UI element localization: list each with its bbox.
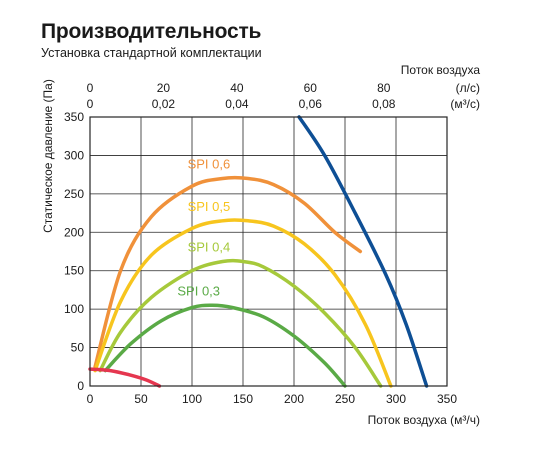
chart-subtitle: Установка стандартной комплектации <box>41 46 262 60</box>
top-axis-unit-ls: (л/с) <box>456 81 480 95</box>
grid <box>89 116 448 387</box>
series-label: SPI 0,6 <box>188 156 231 171</box>
y-tick-label: 250 <box>64 187 84 201</box>
y-tick-label: 0 <box>77 379 84 393</box>
y-tick-label: 50 <box>71 341 85 355</box>
series-line-spi-0-3 <box>103 303 347 388</box>
x-tick-label: 150 <box>233 392 253 406</box>
y-tick-label: 100 <box>64 302 84 316</box>
series-line-curve <box>88 367 162 388</box>
top-tick-label-m3s: 0,06 <box>299 97 323 111</box>
top-axis-title: Поток воздуха <box>401 63 481 77</box>
x-tick-label: 100 <box>182 392 202 406</box>
y-tick-label: 300 <box>64 148 84 162</box>
x-tick-label: 250 <box>335 392 355 406</box>
chart-title: Производительность <box>41 20 262 43</box>
y-tick-label: 200 <box>64 225 84 239</box>
y-tick-label: 350 <box>64 110 84 124</box>
y-axis-title: Статическое давление (Па) <box>41 79 55 233</box>
x-tick-label: 50 <box>134 392 148 406</box>
series-layer <box>88 115 429 388</box>
x-tick-label: 300 <box>386 392 406 406</box>
plot-frame <box>89 116 448 387</box>
top-tick-label-ls: 40 <box>230 81 244 95</box>
series-label: SPI 0,5 <box>188 199 231 214</box>
series-line-spi-0-5 <box>93 218 393 388</box>
x-tick-label: 200 <box>284 392 304 406</box>
series-line-spi-0-6 <box>93 175 363 369</box>
axes <box>89 116 448 387</box>
x-tick-label: 350 <box>437 392 457 406</box>
x-axis-title: Поток воздуха (м³/ч) <box>368 413 480 427</box>
top-tick-label-m3s: 0 <box>87 97 94 111</box>
top-tick-label-ls: 20 <box>157 81 171 95</box>
top-tick-label-ls: 0 <box>87 81 94 95</box>
top-tick-label-m3s: 0,04 <box>225 97 249 111</box>
x-tick-label: 0 <box>87 392 94 406</box>
series-line-curve <box>297 115 429 388</box>
y-tick-label: 150 <box>64 264 84 278</box>
top-axis-unit-m3s: (м³/с) <box>450 97 480 111</box>
labels: 0 50 100 150 200 250 300 3500501001502002503003… <box>41 63 480 427</box>
top-tick-label-ls: 60 <box>304 81 318 95</box>
top-tick-label-ls: 80 <box>377 81 391 95</box>
top-tick-label-m3s: 0,08 <box>372 97 396 111</box>
series-label: SPI 0,4 <box>188 239 231 254</box>
series-line-spi-0-4 <box>98 258 383 388</box>
top-tick-label-m3s: 0,02 <box>152 97 176 111</box>
series-label: SPI 0,3 <box>177 283 220 298</box>
